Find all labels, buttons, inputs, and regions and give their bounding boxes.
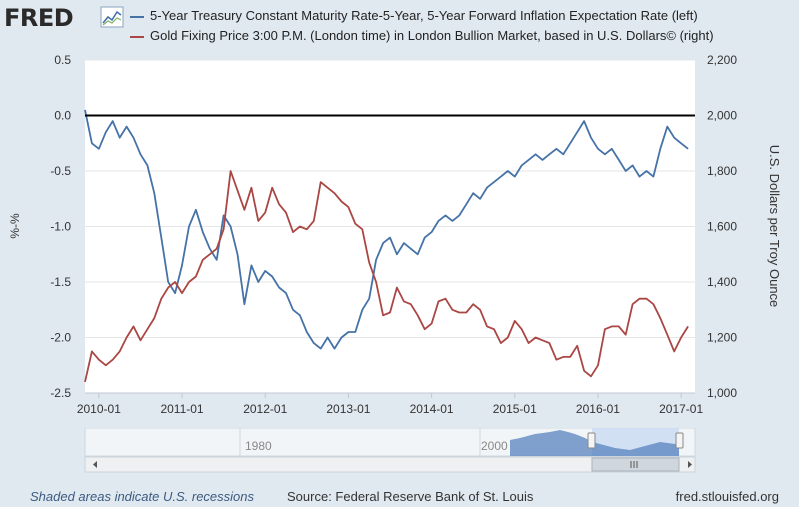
chart-header: FRED 5-Year Treasury Constant Maturity R… [0,0,799,50]
navigator-label: 2000 [481,439,508,453]
x-tick-label: 2015-01 [493,402,537,416]
left-tick-label: -2.5 [50,386,71,400]
chart-footer: Shaded areas indicate U.S. recessions So… [0,484,799,507]
left-tick-label: -0.5 [50,164,71,178]
scrollbar-grip-icon [630,461,638,468]
series-layer [84,109,689,383]
scrollbar-track[interactable] [84,456,696,473]
recession-note: Shaded areas indicate U.S. recessions [30,489,255,504]
x-tick-label: 2010-01 [77,402,121,416]
right-axis-label: U.S. Dollars per Troy Ounce [767,145,782,308]
x-tick-label: 2017-01 [659,402,703,416]
right-axis-ticks: 2,200 2,000 1,800 1,600 1,400 1,200 1,000 [707,53,737,400]
legend-item-series-1[interactable]: 5-Year Treasury Constant Maturity Rate-5… [130,8,698,23]
source-text: Source: Federal Reserve Bank of St. Loui… [287,489,534,504]
right-tick-label: 1,000 [707,386,737,400]
right-tick-label: 1,800 [707,164,737,178]
right-tick-label: 1,200 [707,331,737,345]
right-tick-label: 1,400 [707,275,737,289]
left-tick-label: 0.0 [54,109,71,123]
legend-label: Gold Fixing Price 3:00 P.M. (London time… [150,28,714,43]
series-line-gold-price [84,170,689,383]
navigator-label: 1980 [245,439,272,453]
right-tick-label: 2,000 [707,109,737,123]
trend-chart-icon [100,6,124,28]
series-line-breakeven-rate [84,109,689,350]
x-axis-ticks: 2010-01 2011-01 2012-01 2013-01 2014-01 2015-… [77,392,703,416]
line-chart: 0.5 0.0 -0.5 -1.0 -1.5 -2.0 -2.5 2,200 2,000 1,8… [8,53,782,416]
right-tick-label: 2,200 [707,53,737,67]
x-tick-label: 2011-01 [160,402,203,416]
range-navigator[interactable]: 1980 2000 [0,428,799,474]
left-tick-label: -2.0 [50,331,71,345]
left-tick-label: 0.5 [54,53,71,67]
scroll-left-arrow-icon[interactable] [93,461,97,468]
legend-swatch [130,35,144,38]
navigator-handle-right[interactable] [675,432,684,449]
x-tick-label: 2014-01 [410,402,454,416]
left-axis-label: %-% [8,213,22,239]
legend-swatch [130,15,144,18]
right-tick-label: 1,600 [707,220,737,234]
x-tick-label: 2016-01 [576,402,620,416]
left-tick-label: -1.5 [50,275,71,289]
left-tick-label: -1.0 [50,220,71,234]
legend-label: 5-Year Treasury Constant Maturity Rate-5… [150,8,698,23]
navigator-handle-left[interactable] [587,432,596,449]
left-axis-ticks: 0.5 0.0 -0.5 -1.0 -1.5 -2.0 -2.5 [50,53,71,400]
site-link[interactable]: fred.stlouisfed.org [675,489,779,504]
fred-logo[interactable]: FRED [4,4,74,32]
scrollbar-thumb[interactable] [591,457,680,472]
x-tick-label: 2013-01 [326,402,370,416]
x-tick-label: 2012-01 [243,402,287,416]
scroll-right-arrow-icon[interactable] [688,461,692,468]
legend-item-series-2[interactable]: Gold Fixing Price 3:00 P.M. (London time… [130,28,714,43]
